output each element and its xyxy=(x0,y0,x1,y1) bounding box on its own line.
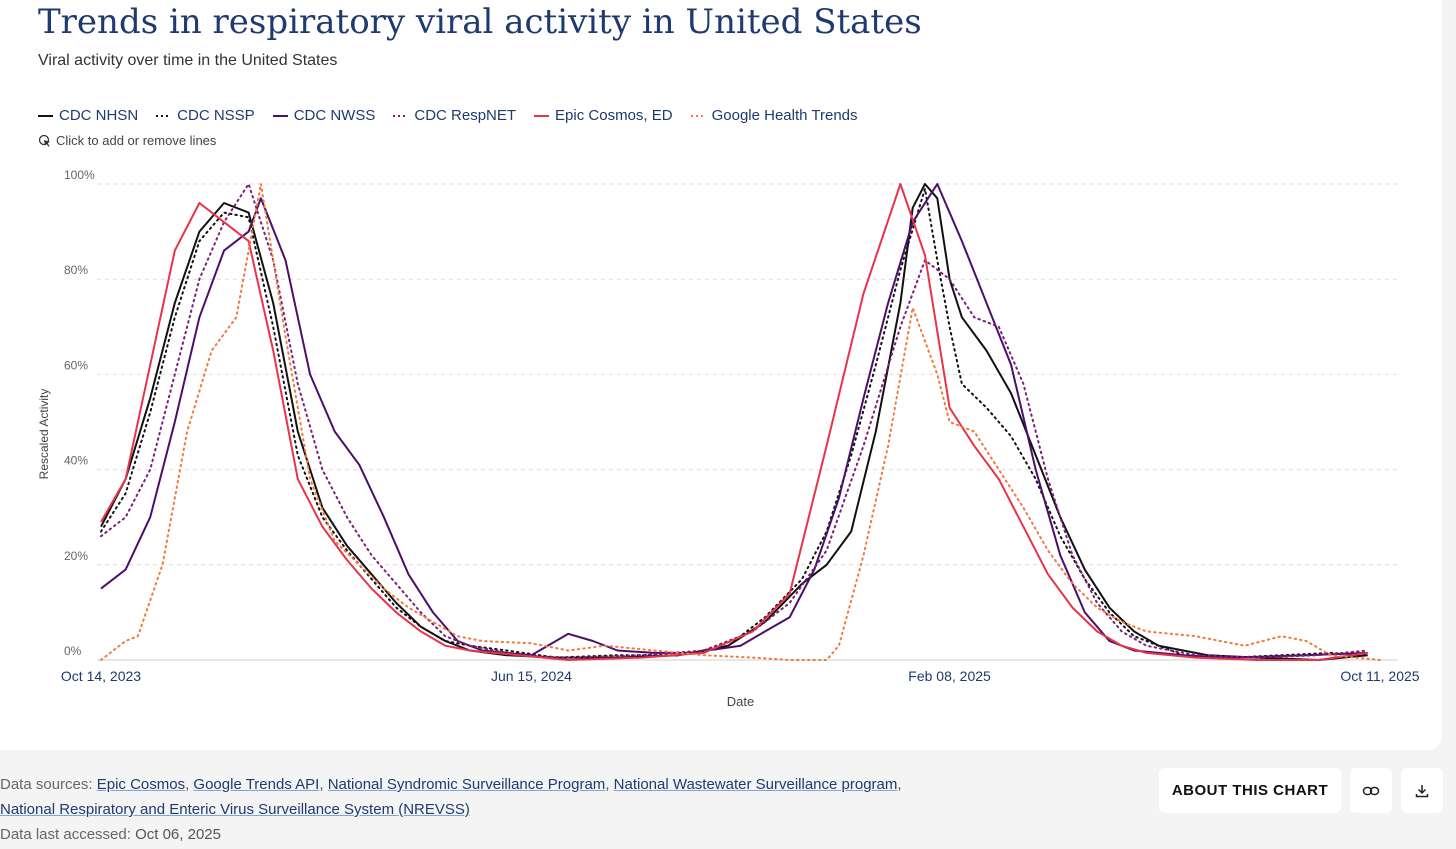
source-link-nssp[interactable]: National Syndromic Surveillance Program xyxy=(327,776,606,793)
y-tick-label: 40% xyxy=(64,454,88,468)
chart-footer: Data sources: Epic Cosmos, Google Trends… xyxy=(0,772,902,847)
series-line-cdc-nhsn xyxy=(100,183,1368,661)
series-line-google-health-trends xyxy=(100,183,1381,661)
hint-text: Click to add or remove lines xyxy=(56,133,217,148)
download-button[interactable] xyxy=(1401,768,1443,813)
page-title: Trends in respiratory viral activity in … xyxy=(38,2,922,42)
legend-swatch-dotted xyxy=(690,114,706,117)
legend-item-cdc-nhsn[interactable]: CDC NHSN xyxy=(38,107,138,124)
data-accessed-line: Data last accessed: Oct 06, 2025 xyxy=(0,822,902,847)
source-link-nrevss[interactable]: National Respiratory and Enteric Virus S… xyxy=(0,801,470,818)
legend-swatch-solid xyxy=(534,114,550,117)
source-link-google-trends[interactable]: Google Trends API xyxy=(193,776,320,793)
series-line-epic-cosmos-ed xyxy=(100,183,1368,661)
legend-label: CDC NSSP xyxy=(177,107,255,124)
data-sources-line-2: National Respiratory and Enteric Virus S… xyxy=(0,797,902,822)
chart-legend: CDC NHSN CDC NSSP CDC NWSS CDC RespNET E… xyxy=(38,107,858,124)
y-axis-label: Rescaled Activity xyxy=(37,389,51,480)
legend-label: Google Health Trends xyxy=(711,107,858,124)
legend-item-cdc-nssp[interactable]: CDC NSSP xyxy=(156,107,255,124)
accessed-value: Oct 06, 2025 xyxy=(135,826,221,843)
legend-swatch-solid xyxy=(272,114,288,117)
x-tick-label: Feb 08, 2025 xyxy=(908,668,991,684)
x-tick-label: Oct 14, 2023 xyxy=(61,668,141,684)
source-link-epic-cosmos[interactable]: Epic Cosmos xyxy=(96,776,186,793)
legend-item-cdc-nwss[interactable]: CDC NWSS xyxy=(272,107,376,124)
legend-label: CDC NWSS xyxy=(293,107,376,124)
y-tick-label: 20% xyxy=(64,549,88,563)
copy-link-button[interactable] xyxy=(1350,768,1392,813)
series-line-cdc-respnet xyxy=(100,183,1369,659)
legend-swatch-solid xyxy=(38,114,53,117)
legend-item-epic-cosmos[interactable]: Epic Cosmos, ED xyxy=(534,107,673,124)
about-this-chart-button[interactable]: ABOUT THIS CHART xyxy=(1159,768,1341,813)
legend-label: Epic Cosmos, ED xyxy=(555,107,673,124)
legend-label: CDC RespNET xyxy=(414,107,517,124)
line-chart: 0% 20% 40% 60% 80% 100% Oct 14, 2023 Jun 15, 20… xyxy=(37,168,1420,709)
y-tick-label: 60% xyxy=(64,358,88,372)
y-tick-label: 100% xyxy=(64,168,95,182)
y-tick-label: 80% xyxy=(64,263,88,277)
sources-label: Data sources: xyxy=(0,776,93,793)
chart-card: Trends in respiratory viral activity in … xyxy=(0,0,1442,750)
data-sources-line-1: Data sources: Epic Cosmos, Google Trends… xyxy=(0,776,902,793)
legend-hint: Click to add or remove lines xyxy=(38,133,216,148)
download-icon xyxy=(1415,784,1429,797)
accessed-label: Data last accessed: xyxy=(0,826,131,843)
page-subtitle: Viral activity over time in the United S… xyxy=(38,52,338,69)
source-link-nwss[interactable]: National Wastewater Surveillance program xyxy=(613,776,898,793)
x-axis-label: Date xyxy=(727,694,754,709)
cursor-click-icon xyxy=(38,134,50,147)
link-icon xyxy=(1362,786,1380,795)
legend-swatch-dotted xyxy=(393,114,409,117)
legend-item-cdc-respnet[interactable]: CDC RespNET xyxy=(393,107,516,124)
legend-swatch-dotted xyxy=(156,114,172,117)
x-tick-label: Jun 15, 2024 xyxy=(491,668,572,684)
legend-item-google-health-trends[interactable]: Google Health Trends xyxy=(690,107,858,124)
series-line-cdc-nssp xyxy=(100,187,1369,659)
y-tick-label: 0% xyxy=(64,644,82,658)
x-tick-label: Oct 11, 2025 xyxy=(1340,668,1419,684)
legend-label: CDC NHSN xyxy=(59,107,139,124)
